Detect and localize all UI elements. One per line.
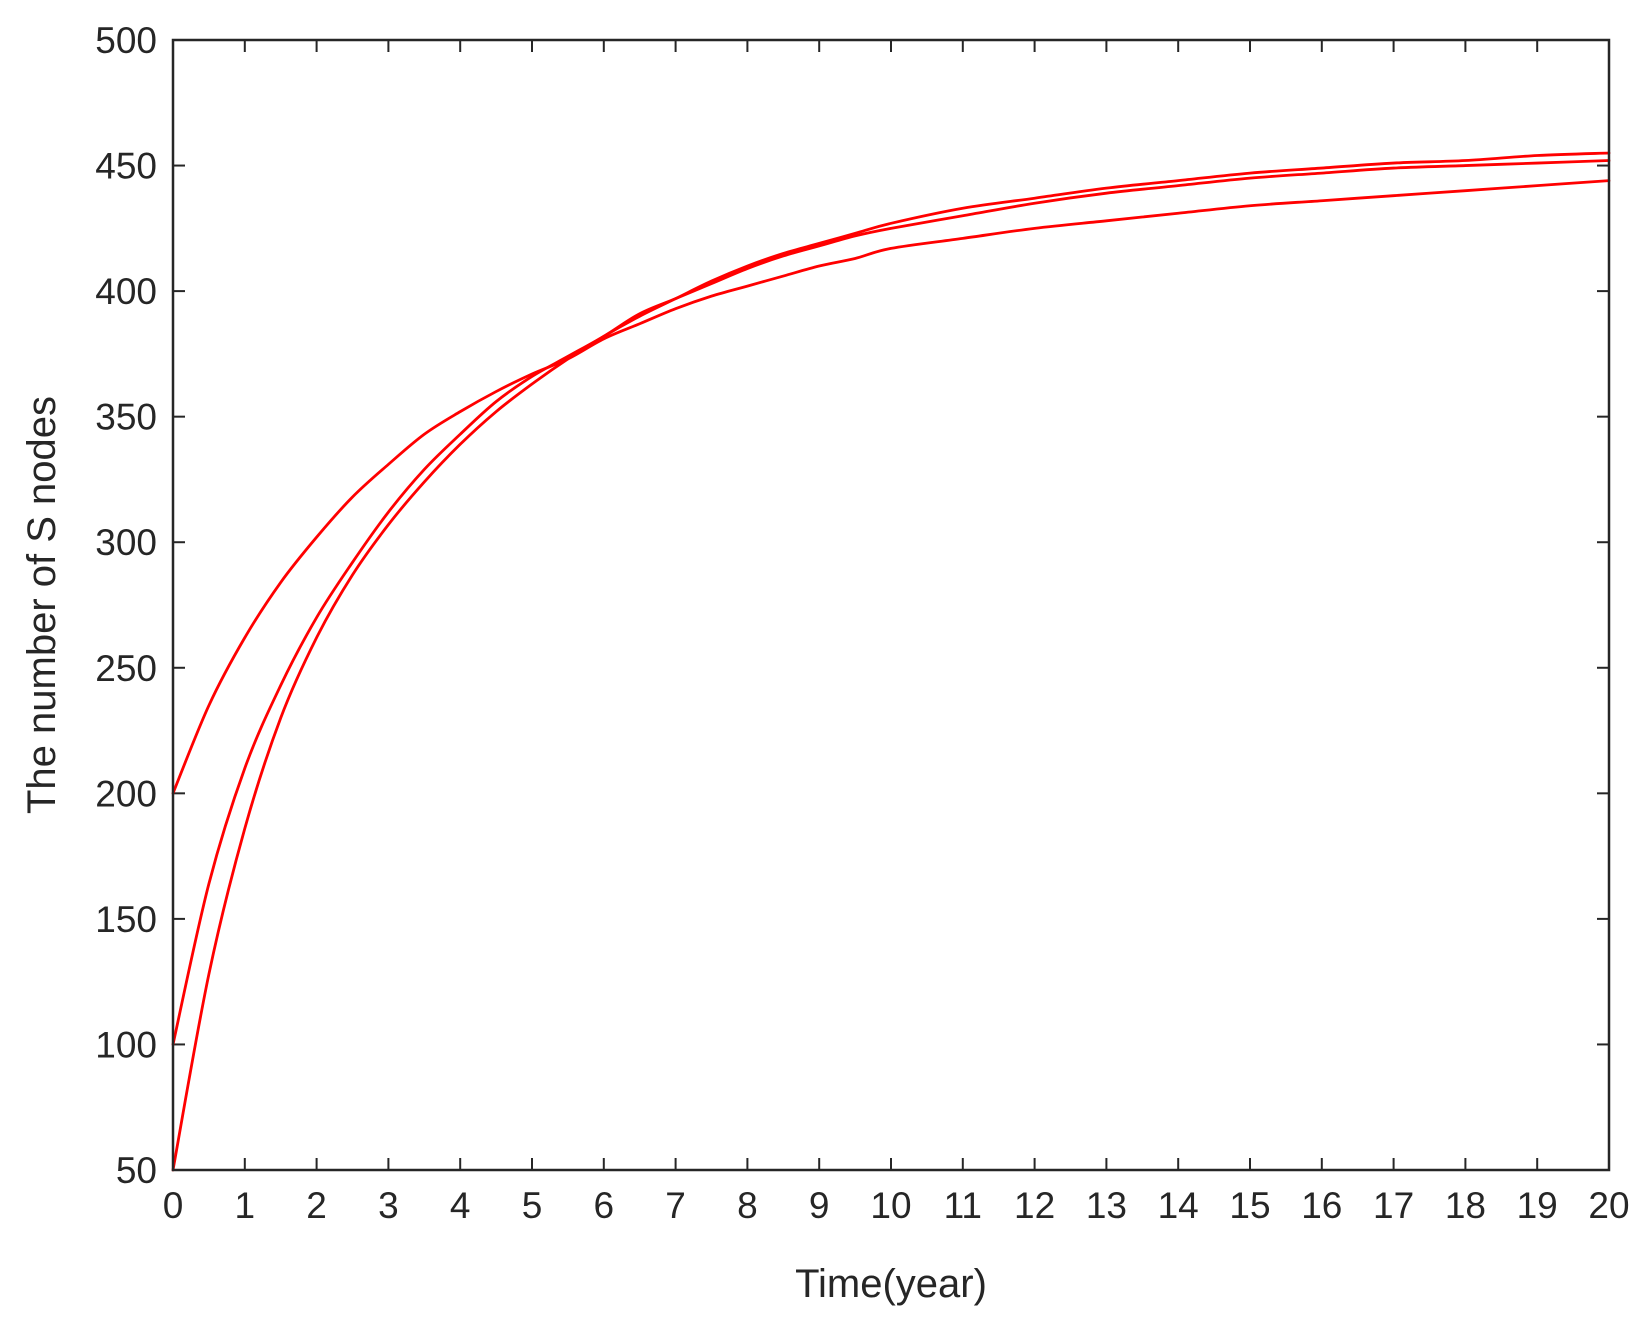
x-tick-label: 7 — [665, 1185, 686, 1226]
x-tick-label: 10 — [870, 1185, 911, 1226]
series-line-2 — [171, 159, 1611, 1046]
x-axis-title: Time(year) — [795, 1262, 987, 1306]
x-tick-label: 2 — [306, 1185, 327, 1226]
y-tick-label: 50 — [116, 1150, 157, 1191]
x-tick-label: 20 — [1588, 1185, 1629, 1226]
x-tick-label: 13 — [1086, 1185, 1127, 1226]
x-tick-label: 9 — [809, 1185, 830, 1226]
x-tick-label: 5 — [522, 1185, 543, 1226]
y-tick-label: 400 — [95, 271, 157, 312]
x-tick-label: 17 — [1373, 1185, 1414, 1226]
x-tick-label: 16 — [1301, 1185, 1342, 1226]
x-tick-label: 12 — [1014, 1185, 1055, 1226]
x-tick-label: 6 — [594, 1185, 615, 1226]
y-tick-label: 500 — [95, 20, 157, 61]
axis-tick-labels: 0 1 2 3 4 5 6 7 8 9 10 11 12 13 14 15 16 17 18 19 2050100150… — [95, 20, 1629, 1226]
x-tick-label: 19 — [1517, 1185, 1558, 1226]
y-tick-label: 450 — [95, 146, 157, 187]
y-axis-title: The number of S nodes — [20, 396, 64, 814]
y-tick-label: 200 — [95, 773, 157, 814]
y-tick-label: 250 — [95, 648, 157, 689]
x-tick-label: 3 — [378, 1185, 399, 1226]
x-tick-label: 14 — [1158, 1185, 1199, 1226]
series-line-1 — [171, 179, 1611, 795]
x-tick-label: 15 — [1229, 1185, 1270, 1226]
series-lines — [171, 151, 1611, 1172]
x-tick-label: 8 — [737, 1185, 758, 1226]
y-tick-label: 350 — [95, 397, 157, 438]
x-tick-label: 1 — [235, 1185, 256, 1226]
y-tick-label: 150 — [95, 899, 157, 940]
x-tick-label: 4 — [450, 1185, 471, 1226]
x-tick-label: 11 — [944, 1185, 982, 1226]
y-tick-label: 100 — [95, 1024, 157, 1065]
series-line-3 — [171, 151, 1611, 1172]
plot-frame — [171, 38, 1611, 1172]
y-tick-label: 300 — [95, 522, 157, 563]
x-tick-label: 0 — [163, 1185, 184, 1226]
x-tick-label: 18 — [1445, 1185, 1486, 1226]
